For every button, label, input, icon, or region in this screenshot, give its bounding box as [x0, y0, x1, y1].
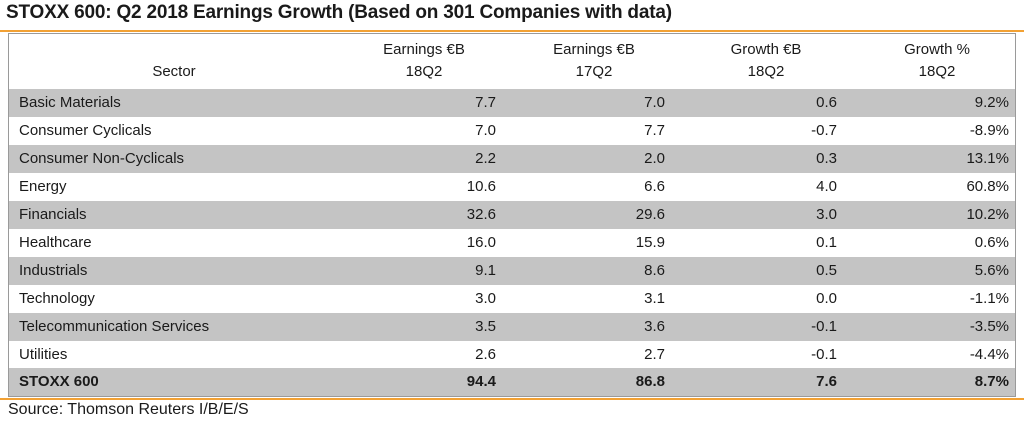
table-row: Technology 3.0 3.1 0.0 -1.1%	[9, 285, 1015, 313]
growth-eur-cell: 0.3	[816, 150, 837, 167]
growth-eur-cell: 0.1	[816, 234, 837, 251]
earnings-18q2-cell: 2.2	[475, 150, 496, 167]
sector-cell: Consumer Cyclicals	[19, 122, 152, 139]
growth-eur-cell: -0.1	[811, 318, 837, 335]
sector-cell: Industrials	[19, 262, 88, 279]
growth-eur-cell: 3.0	[816, 206, 837, 223]
earnings-18q2-cell: 3.5	[475, 318, 496, 335]
earnings-18q2-cell: 94.4	[466, 373, 496, 390]
sector-cell: Consumer Non-Cyclicals	[19, 150, 185, 167]
sector-cell: Technology	[19, 290, 95, 307]
earnings-18q2-cell: 2.6	[475, 346, 496, 363]
table-row: Consumer Non-Cyclicals 2.2 2.0 0.3 13.1%	[9, 145, 1015, 173]
header-growth-eur: Growth €B 18Q2	[706, 39, 826, 83]
table-total-row: STOXX 600 94.4 86.8 7.6 8.7%	[9, 368, 1015, 396]
growth-eur-cell: 0.0	[816, 290, 837, 307]
sector-cell: Telecommunication Services	[19, 318, 210, 335]
source-note: Source: Thomson Reuters I/B/E/S	[8, 401, 249, 418]
growth-eur-cell: 4.0	[816, 178, 837, 195]
header-earnings-17q2: Earnings €B 17Q2	[534, 39, 654, 83]
header-sector: Sector	[109, 39, 239, 83]
earnings-17q2-cell: 7.0	[644, 94, 665, 111]
earnings-18q2-cell: 7.7	[475, 94, 496, 111]
earnings-17q2-cell: 7.7	[644, 122, 665, 139]
growth-pct-cell: 13.1%	[966, 150, 1009, 167]
earnings-18q2-cell: 32.6	[466, 206, 496, 223]
header-earnings-18q2: Earnings €B 18Q2	[364, 39, 484, 83]
header-growth-pct-line2: 18Q2	[918, 63, 956, 80]
title-divider	[0, 30, 1024, 32]
earnings-17q2-cell: 86.8	[635, 373, 665, 390]
earnings-17q2-cell: 3.1	[644, 290, 665, 307]
header-sector-line2: Sector	[152, 63, 196, 80]
header-growth-eur-line1: Growth €B	[730, 41, 802, 58]
growth-pct-cell: -3.5%	[969, 318, 1009, 335]
header-sector-line1	[109, 39, 239, 61]
header-growth-eur-line2: 18Q2	[747, 63, 785, 80]
earnings-17q2-cell: 15.9	[635, 234, 665, 251]
table-row: Basic Materials 7.7 7.0 0.6 9.2%	[9, 89, 1015, 117]
header-growth-pct-line1: Growth %	[904, 41, 970, 58]
header-earnings-17q2-line2: 17Q2	[575, 63, 613, 80]
earnings-17q2-cell: 2.7	[644, 346, 665, 363]
growth-pct-cell: 8.7%	[974, 373, 1009, 390]
table-header: Sector Earnings €B 18Q2 Earnings €B 17Q2…	[9, 34, 1015, 88]
growth-eur-cell: -0.1	[811, 346, 837, 363]
table-row: Consumer Cyclicals 7.0 7.7 -0.7 -8.9%	[9, 117, 1015, 145]
sector-cell: Energy	[19, 178, 67, 195]
sector-cell: Healthcare	[19, 234, 92, 251]
earnings-18q2-cell: 16.0	[466, 234, 496, 251]
table-title: STOXX 600: Q2 2018 Earnings Growth (Base…	[6, 2, 672, 23]
growth-pct-cell: 9.2%	[974, 94, 1009, 111]
table-row: Utilities 2.6 2.7 -0.1 -4.4%	[9, 341, 1015, 369]
earnings-17q2-cell: 6.6	[644, 178, 665, 195]
growth-pct-cell: -1.1%	[969, 290, 1009, 307]
table-row: Healthcare 16.0 15.9 0.1 0.6%	[9, 229, 1015, 257]
earnings-17q2-cell: 29.6	[635, 206, 665, 223]
growth-pct-cell: 0.6%	[974, 234, 1009, 251]
earnings-18q2-cell: 9.1	[475, 262, 496, 279]
growth-pct-cell: 60.8%	[966, 178, 1009, 195]
table-row: Telecommunication Services 3.5 3.6 -0.1 …	[9, 313, 1015, 341]
growth-pct-cell: 5.6%	[974, 262, 1009, 279]
table-row: Industrials 9.1 8.6 0.5 5.6%	[9, 257, 1015, 285]
growth-pct-cell: -4.4%	[969, 346, 1009, 363]
header-growth-pct: Growth % 18Q2	[877, 39, 997, 83]
table-row: Financials 32.6 29.6 3.0 10.2%	[9, 201, 1015, 229]
earnings-17q2-cell: 8.6	[644, 262, 665, 279]
growth-eur-cell: 7.6	[816, 373, 837, 390]
earnings-table: Sector Earnings €B 18Q2 Earnings €B 17Q2…	[8, 33, 1016, 397]
header-earnings-18q2-line2: 18Q2	[405, 63, 443, 80]
earnings-18q2-cell: 10.6	[466, 178, 496, 195]
sector-cell: Utilities	[19, 346, 68, 363]
earnings-18q2-cell: 7.0	[475, 122, 496, 139]
growth-pct-cell: 10.2%	[966, 206, 1009, 223]
earnings-17q2-cell: 3.6	[644, 318, 665, 335]
sector-cell: Basic Materials	[19, 94, 121, 111]
growth-eur-cell: -0.7	[811, 122, 837, 139]
growth-eur-cell: 0.5	[816, 262, 837, 279]
header-earnings-18q2-line1: Earnings €B	[383, 41, 465, 58]
earnings-18q2-cell: 3.0	[475, 290, 496, 307]
sector-cell: Financials	[19, 206, 87, 223]
earnings-17q2-cell: 2.0	[644, 150, 665, 167]
header-earnings-17q2-line1: Earnings €B	[553, 41, 635, 58]
growth-eur-cell: 0.6	[816, 94, 837, 111]
table-row: Energy 10.6 6.6 4.0 60.8%	[9, 173, 1015, 201]
growth-pct-cell: -8.9%	[969, 122, 1009, 139]
footer-divider	[0, 398, 1024, 400]
sector-cell: STOXX 600	[19, 373, 99, 390]
